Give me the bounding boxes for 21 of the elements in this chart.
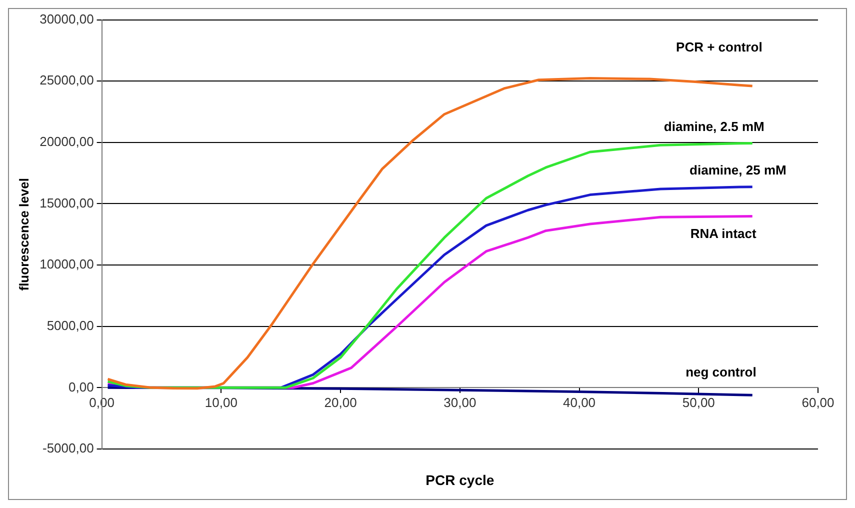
series-label: neg control [686, 364, 756, 380]
y-tick-label: -5000,00 [42, 440, 94, 456]
x-tick-label: 10,00 [204, 395, 238, 410]
y-tick-label: 5000,00 [46, 318, 94, 333]
y-tick-label: 20000,00 [40, 134, 94, 150]
x-tick-label: 20,00 [324, 395, 357, 410]
y-tick-label: 10000,00 [40, 256, 94, 272]
series-label: diamine, 2.5 mM [664, 118, 764, 134]
y-tick-label: 30000,00 [40, 11, 94, 26]
x-tick-label: 50,00 [682, 395, 715, 410]
y-tick-label: 25000,00 [40, 72, 94, 88]
x-tick-label: 30,00 [444, 395, 476, 410]
x-tick-label: 40,00 [563, 395, 596, 410]
x-axis-title: PCR cycle [426, 472, 494, 488]
y-tick-label: 0,00 [68, 379, 94, 394]
y-tick-label: 15000,00 [40, 195, 94, 210]
series-label: diamine, 25 mM [690, 162, 786, 178]
y-axis-title: fluorescence level [16, 178, 32, 291]
series-label: PCR + control [676, 40, 762, 55]
series-label: RNA intact [690, 226, 758, 241]
x-tick-label: 60,00 [802, 395, 834, 410]
